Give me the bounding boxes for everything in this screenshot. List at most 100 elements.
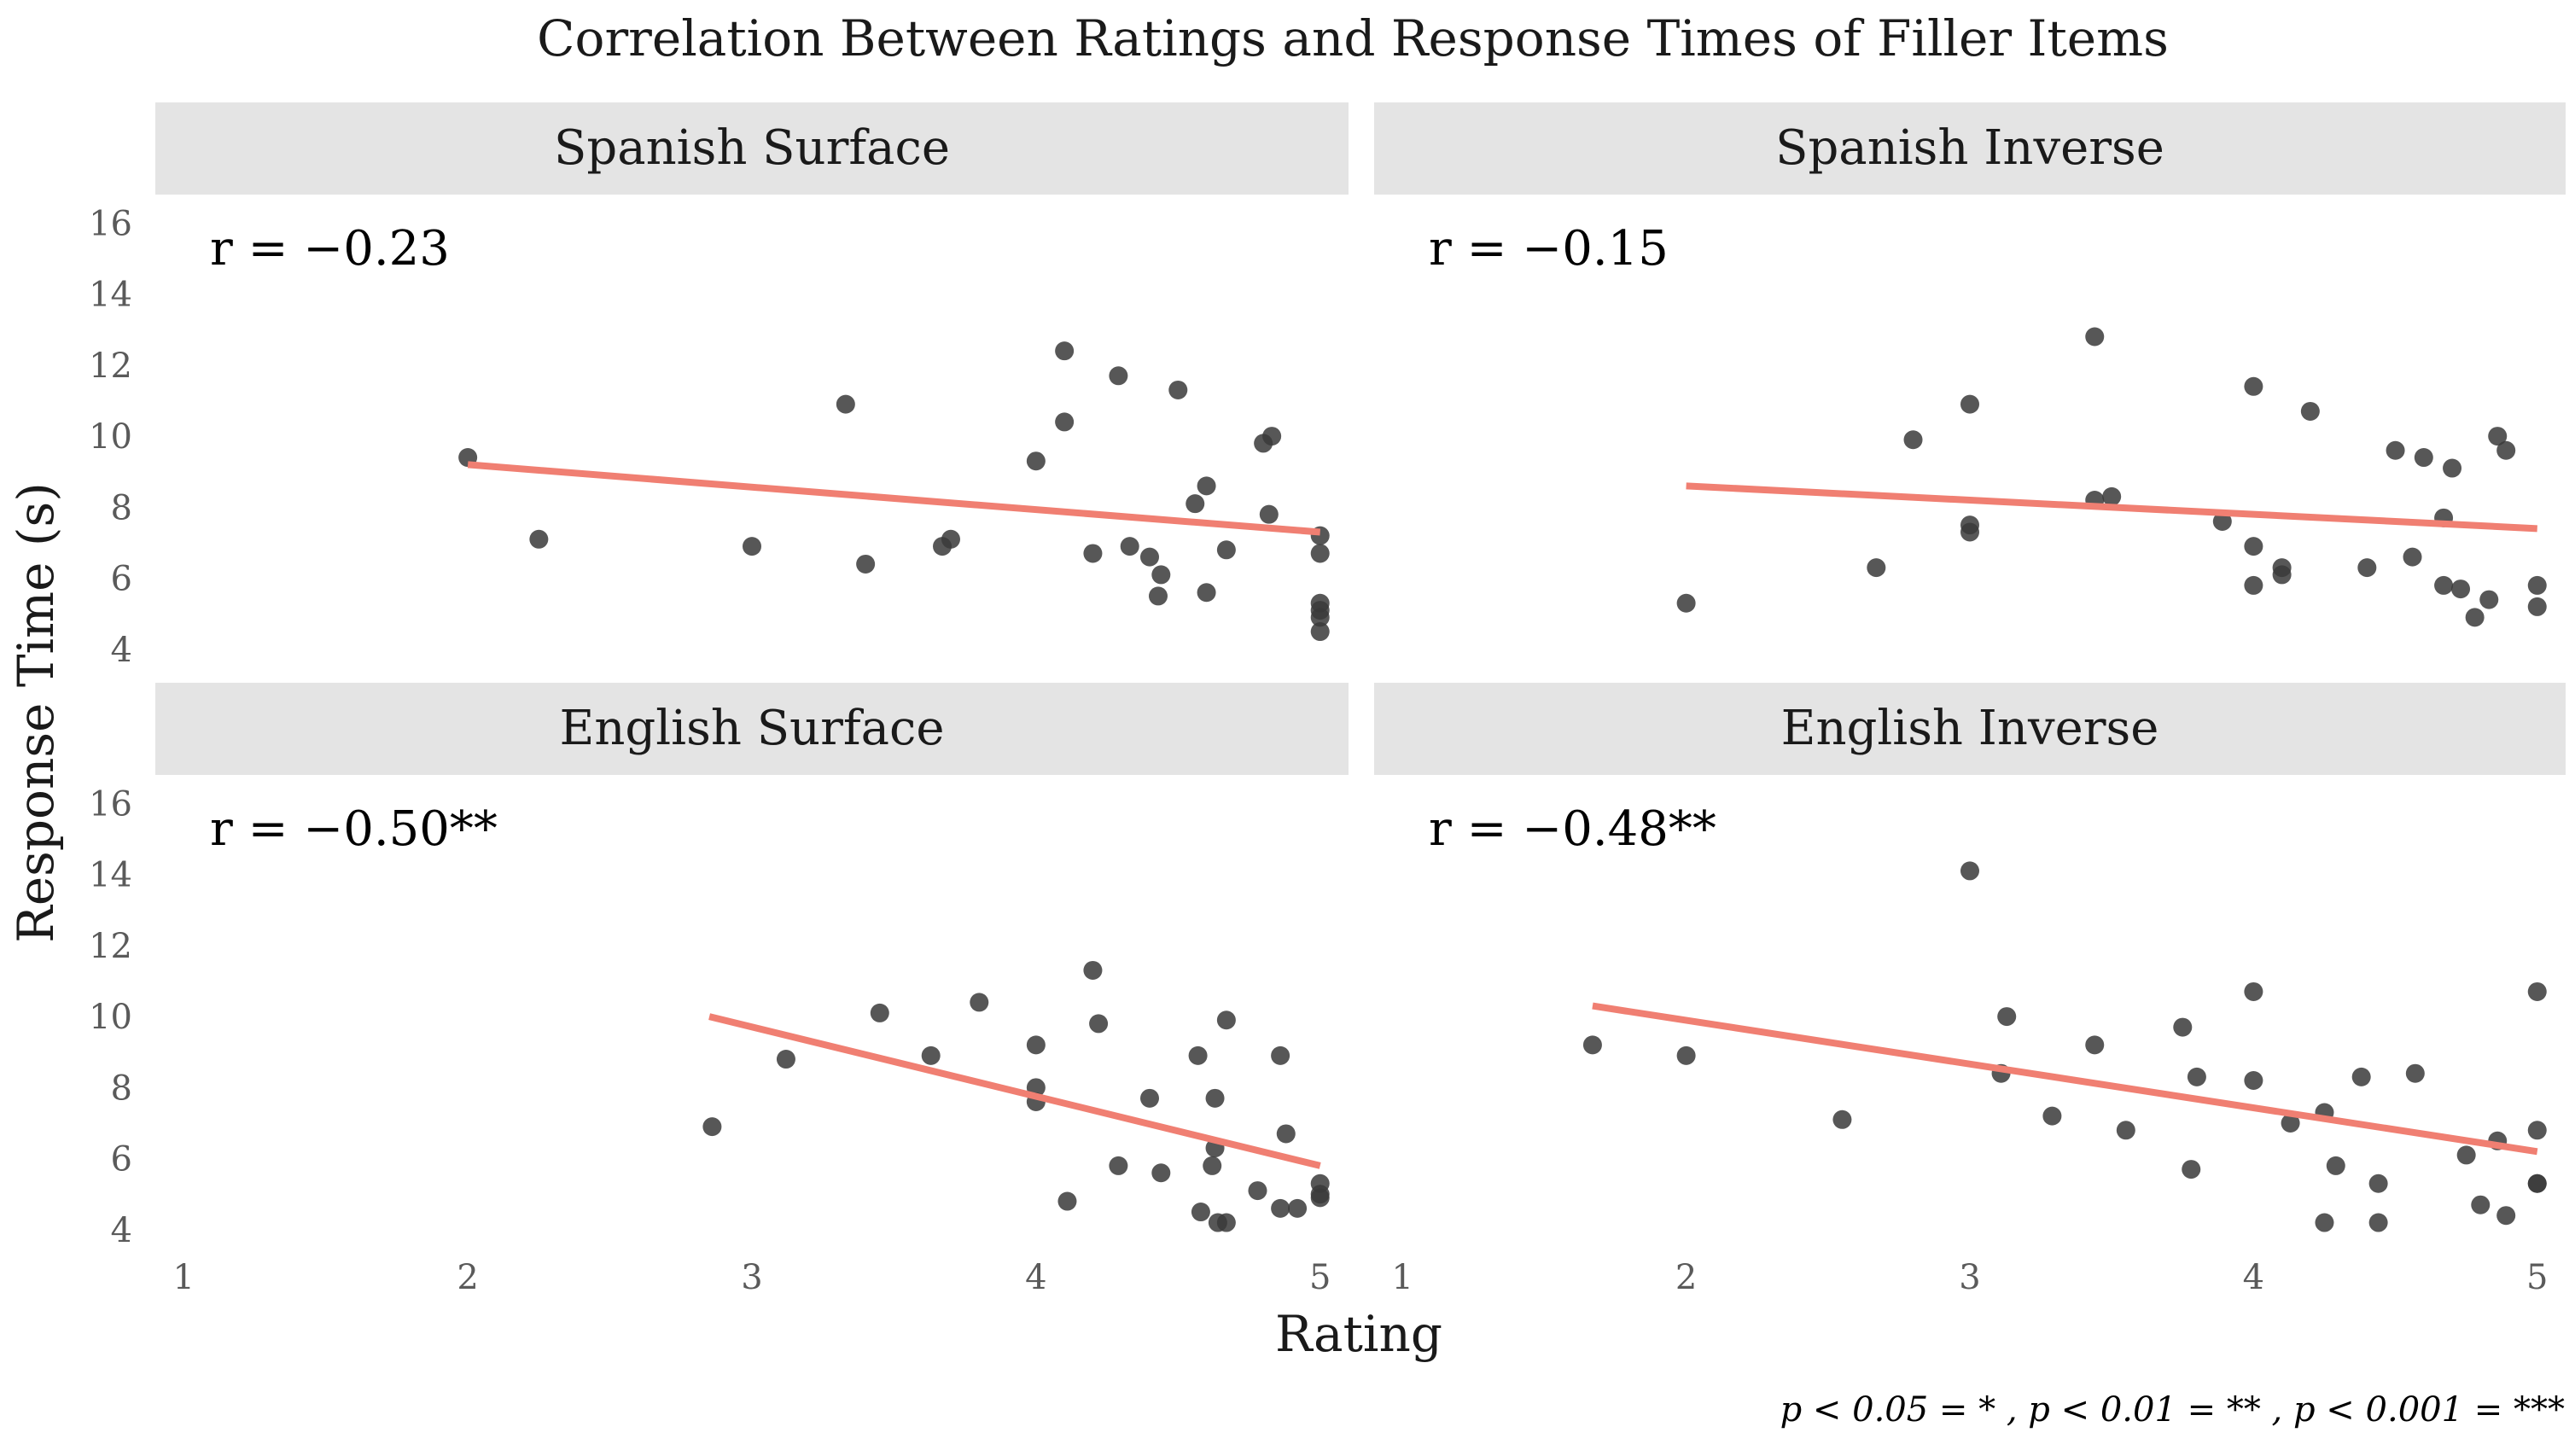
- y-tick-label: 16: [89, 204, 132, 243]
- data-point: [2527, 1121, 2547, 1140]
- data-point: [2368, 1213, 2388, 1232]
- data-point: [2244, 376, 2263, 396]
- regression-line: [467, 461, 1321, 536]
- data-point: [2187, 1067, 2206, 1086]
- x-tick-label: 3: [741, 1258, 762, 1297]
- data-point: [1197, 583, 1216, 603]
- data-point: [2212, 511, 2232, 531]
- data-point: [1203, 1156, 1222, 1175]
- strip-background: [155, 102, 1349, 195]
- data-point: [1903, 430, 1923, 450]
- data-point: [2272, 558, 2292, 578]
- data-point: [1310, 1188, 1330, 1208]
- correlation-label: r = −0.48**: [1429, 801, 1716, 857]
- data-point: [1109, 366, 1128, 386]
- data-point: [2281, 1113, 2300, 1133]
- data-point: [1867, 558, 1886, 578]
- correlation-label: r = −0.50**: [210, 801, 498, 857]
- correlation-label: r = −0.23: [210, 221, 450, 277]
- regression-line: [1686, 482, 2537, 533]
- data-point: [2368, 1174, 2388, 1193]
- data-point: [1262, 427, 1282, 446]
- data-point: [2465, 608, 2485, 627]
- data-point: [2244, 575, 2263, 595]
- data-point: [1216, 1010, 1236, 1030]
- data-point: [2479, 590, 2499, 609]
- data-point: [2434, 575, 2454, 595]
- data-point: [702, 1117, 722, 1137]
- data-point: [1288, 1198, 1308, 1218]
- x-tick-label: 2: [1675, 1258, 1697, 1297]
- data-point: [2315, 1213, 2334, 1232]
- facet-panel-1: Spanish Surface 4 6 8 10 12 14 16 r = −0.23: [89, 102, 1349, 670]
- y-tick-label: 6: [111, 560, 132, 599]
- data-point: [2527, 575, 2547, 595]
- x-tick-label: 3: [1959, 1258, 1980, 1297]
- data-point: [1083, 960, 1103, 980]
- data-point: [2488, 427, 2508, 446]
- data-point: [2244, 1071, 2263, 1091]
- data-point: [2403, 547, 2422, 567]
- significance-note: p < 0.05 = * , p < 0.01 = ** , p < 0.001…: [1780, 1390, 2565, 1430]
- x-tick-label: 1: [1392, 1258, 1413, 1297]
- data-point: [2496, 440, 2516, 460]
- data-point: [2182, 1160, 2201, 1179]
- data-point: [2527, 597, 2547, 616]
- data-point: [870, 1003, 889, 1022]
- data-point: [2456, 1145, 2476, 1165]
- data-point: [1960, 522, 1979, 542]
- strip-label: English Surface: [559, 701, 944, 756]
- y-tick-label: 10: [89, 998, 132, 1037]
- data-point: [1960, 861, 1979, 881]
- data-point: [1310, 622, 1330, 642]
- x-tick-label: 1: [173, 1258, 195, 1297]
- data-point: [1997, 1007, 2017, 1027]
- data-point: [1140, 547, 1159, 567]
- y-tick-label: 4: [111, 631, 132, 670]
- data-point: [1216, 540, 1236, 560]
- data-point: [2085, 327, 2105, 347]
- data-point: [1582, 1035, 1602, 1055]
- data-point: [1271, 1045, 1290, 1065]
- x-tick-label: 4: [2243, 1258, 2264, 1297]
- data-point: [2527, 981, 2547, 1001]
- data-point: [1676, 593, 1696, 613]
- y-axis-title: Response Time (s): [7, 482, 65, 943]
- y-tick-label: 14: [89, 276, 132, 315]
- x-tick-label: 2: [457, 1258, 478, 1297]
- data-point: [1259, 504, 1279, 524]
- data-point: [2414, 448, 2433, 468]
- x-tick-label: 5: [2526, 1258, 2548, 1297]
- y-tick-label: 14: [89, 856, 132, 895]
- y-tick-label: 16: [89, 784, 132, 824]
- data-point: [1055, 412, 1075, 432]
- data-point: [1248, 1181, 1267, 1201]
- y-tick-label: 8: [111, 1069, 132, 1108]
- data-point: [941, 529, 960, 549]
- data-point: [1168, 380, 1188, 399]
- data-point: [1310, 608, 1330, 627]
- strip-label: Spanish Inverse: [1775, 120, 2164, 176]
- data-point: [1197, 476, 1216, 496]
- regression-line: [708, 1013, 1321, 1169]
- strip-background: [1374, 102, 2566, 195]
- data-point: [529, 529, 549, 549]
- data-point: [776, 1050, 795, 1069]
- y-tick-label: 12: [89, 347, 132, 386]
- strip-background: [155, 683, 1349, 775]
- data-point: [2244, 537, 2263, 556]
- data-point: [1083, 544, 1103, 563]
- data-point: [1148, 586, 1168, 606]
- data-point: [2527, 1174, 2547, 1193]
- data-point: [2386, 440, 2405, 460]
- data-point: [836, 394, 855, 414]
- data-point: [1188, 1045, 1208, 1065]
- chart-title: Correlation Between Ratings and Response…: [537, 9, 2169, 67]
- data-point: [2042, 1106, 2062, 1126]
- x-axis-title: Rating: [1275, 1305, 1442, 1363]
- data-point: [1089, 1014, 1109, 1034]
- facet-panel-2: Spanish Inverse r = −0.15: [1374, 102, 2566, 627]
